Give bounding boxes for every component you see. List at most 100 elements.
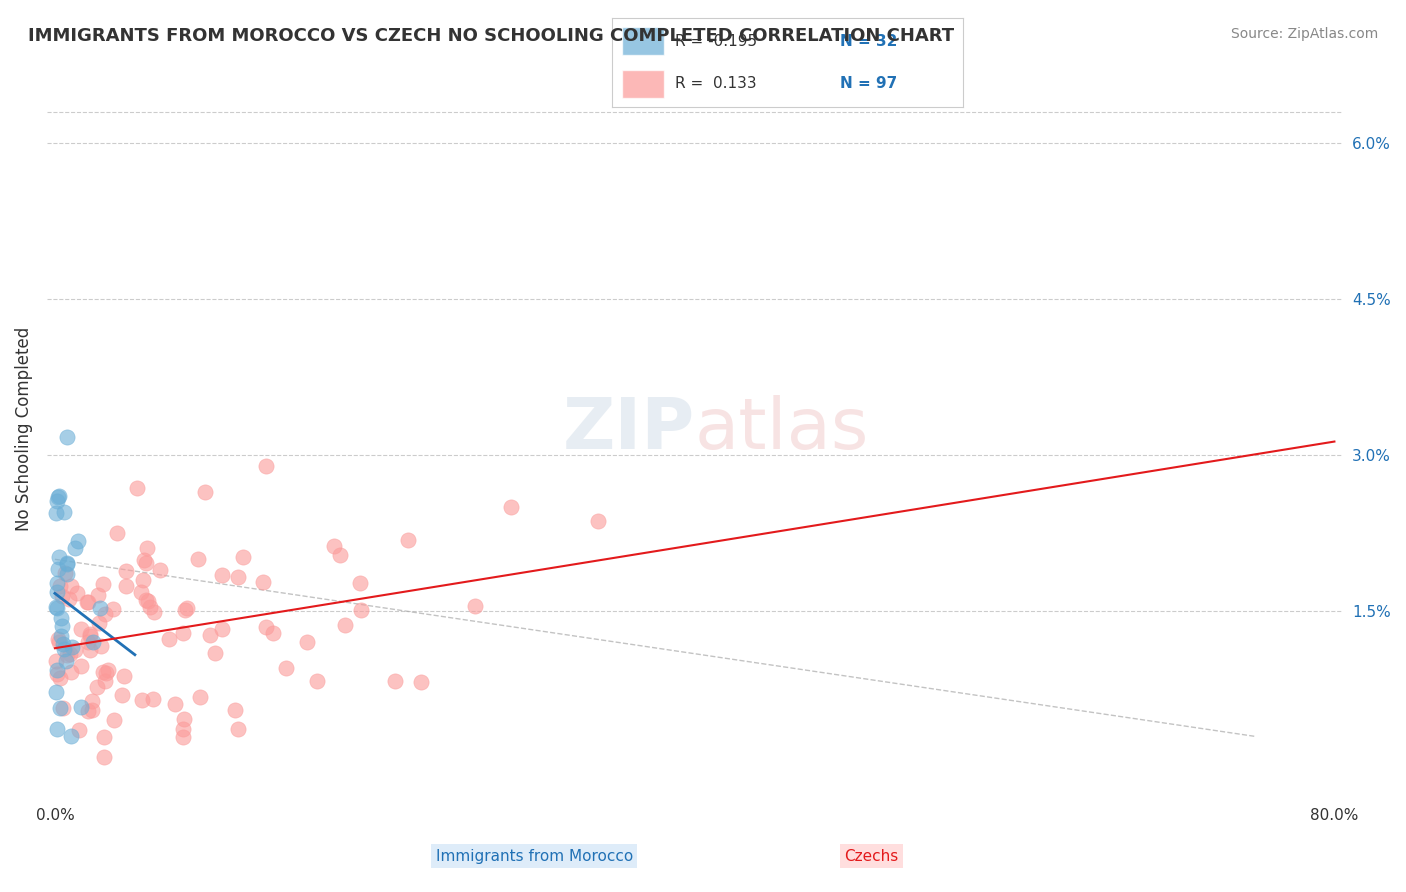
- Point: [165, 697, 187, 711]
- Point: [94, 674, 117, 689]
- Point: [55, 654, 77, 668]
- Point: [157, 632, 180, 646]
- Point: [211, 622, 233, 636]
- Point: [115, 579, 138, 593]
- Point: [56, 558, 79, 572]
- Text: N = 97: N = 97: [841, 77, 897, 91]
- Point: [48, 489, 70, 503]
- Point: [60, 640, 83, 654]
- Point: [254, 458, 277, 473]
- Y-axis label: No Schooling Completed: No Schooling Completed: [15, 327, 32, 532]
- Point: [411, 675, 433, 690]
- Point: [55, 567, 77, 582]
- Point: [125, 481, 148, 495]
- Point: [204, 646, 226, 660]
- Point: [51, 618, 73, 632]
- Text: ZIP: ZIP: [562, 394, 695, 464]
- Point: [77, 595, 100, 609]
- Point: [55, 430, 77, 444]
- Point: [396, 533, 419, 548]
- Point: [349, 603, 371, 617]
- Point: [115, 565, 138, 579]
- Point: [135, 556, 157, 570]
- Point: [86, 681, 108, 695]
- Bar: [621, 70, 665, 98]
- Point: [46, 490, 69, 504]
- Point: [46, 666, 69, 681]
- Point: [93, 750, 115, 764]
- Point: [262, 626, 284, 640]
- Point: [60, 665, 83, 679]
- Point: [111, 688, 134, 702]
- Point: [79, 642, 101, 657]
- Point: [349, 576, 371, 591]
- Point: [59, 647, 82, 661]
- Point: [90, 639, 112, 653]
- Point: [134, 552, 156, 566]
- Text: Immigrants from Morocco: Immigrants from Morocco: [436, 849, 633, 863]
- Point: [135, 541, 157, 556]
- Text: N = 32: N = 32: [841, 34, 897, 48]
- Point: [138, 594, 160, 608]
- Point: [52, 700, 75, 714]
- Point: [49, 611, 72, 625]
- Point: [80, 703, 103, 717]
- Point: [173, 603, 195, 617]
- Point: [63, 541, 86, 556]
- Point: [51, 589, 73, 603]
- Point: [77, 704, 100, 718]
- Point: [63, 643, 86, 657]
- Point: [107, 526, 129, 541]
- Point: [200, 628, 222, 642]
- Point: [45, 506, 67, 520]
- Point: [48, 579, 70, 593]
- Point: [129, 584, 152, 599]
- Point: [46, 576, 69, 591]
- Point: [194, 485, 217, 500]
- Point: [94, 607, 117, 622]
- Text: atlas: atlas: [695, 394, 869, 464]
- Point: [91, 576, 114, 591]
- Point: [70, 659, 93, 673]
- Point: [48, 701, 70, 715]
- Point: [58, 591, 80, 606]
- Point: [49, 672, 72, 686]
- Point: [142, 691, 165, 706]
- Point: [45, 722, 67, 736]
- Point: [60, 579, 83, 593]
- Point: [76, 595, 98, 609]
- Point: [56, 648, 79, 662]
- Point: [70, 622, 93, 636]
- Point: [586, 514, 609, 528]
- Point: [76, 635, 98, 649]
- Point: [46, 600, 69, 615]
- Point: [67, 723, 90, 738]
- Point: [79, 629, 101, 643]
- Point: [97, 663, 120, 677]
- Point: [53, 505, 76, 519]
- Point: [59, 729, 82, 743]
- Text: R = -0.195: R = -0.195: [675, 34, 756, 48]
- Point: [56, 557, 79, 571]
- Point: [172, 730, 194, 744]
- Point: [82, 635, 104, 649]
- Point: [79, 627, 101, 641]
- Point: [329, 548, 352, 562]
- Point: [172, 722, 194, 736]
- Point: [333, 617, 356, 632]
- Point: [143, 605, 166, 619]
- Point: [48, 634, 70, 648]
- Point: [46, 494, 69, 508]
- Point: [132, 573, 155, 587]
- Point: [384, 673, 406, 688]
- Bar: [621, 27, 665, 55]
- Point: [46, 664, 69, 678]
- Text: R =  0.133: R = 0.133: [675, 77, 756, 91]
- Point: [49, 629, 72, 643]
- Point: [254, 620, 277, 634]
- Text: Source: ZipAtlas.com: Source: ZipAtlas.com: [1230, 27, 1378, 41]
- Point: [187, 551, 209, 566]
- Point: [188, 690, 211, 705]
- Text: Czechs: Czechs: [845, 849, 898, 863]
- Point: [52, 637, 75, 651]
